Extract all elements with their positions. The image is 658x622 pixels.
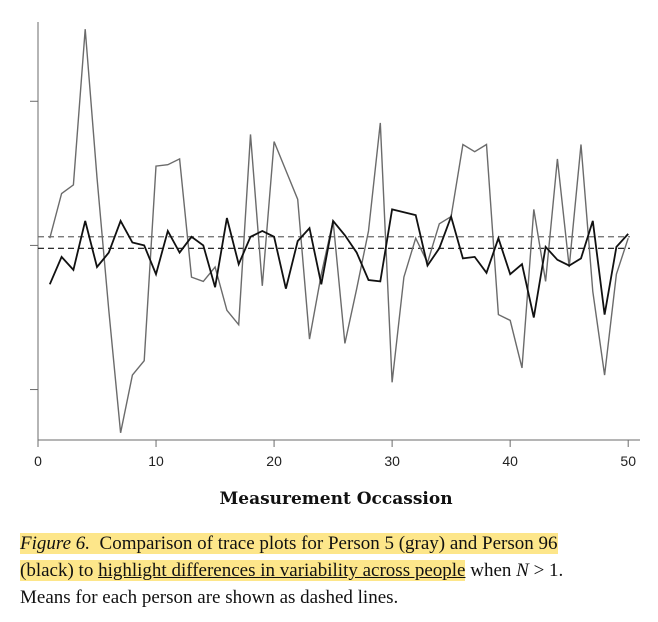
figure-caption: Figure 6. Comparison of trace plots for … (20, 530, 650, 611)
x-axis-title: Measurement Occassion (219, 489, 452, 509)
x-tick-label: 30 (384, 453, 400, 469)
axes (30, 22, 640, 447)
caption-text-c: when (465, 560, 517, 581)
caption-text-d: > 1. (528, 560, 564, 581)
x-tick-label: 10 (148, 453, 164, 469)
caption-underlined-text: highlight differences in variability acr… (98, 560, 466, 581)
caption-text-a: Comparison of trace plots for Person 5 (… (99, 533, 558, 554)
series-lines (48, 29, 629, 433)
figure-label: Figure 6. (20, 533, 91, 554)
caption-text-b: (black) to (20, 560, 99, 581)
caption-n-symbol: N (516, 560, 529, 581)
caption-text-e: Means for each person are shown as dashe… (20, 587, 399, 608)
trace-plot: 0 10 20 30 40 50 Measurement Occassion (30, 22, 640, 509)
caption-highlight-1: Figure 6. Comparison of trace plots for … (20, 533, 558, 554)
x-tick-label: 20 (266, 453, 282, 469)
mean-lines (38, 236, 630, 249)
series-line (49, 29, 629, 433)
x-tick-label: 40 (502, 453, 518, 469)
x-tick-label: 50 (620, 453, 636, 469)
caption-highlight-2: (black) to highlight differences in vari… (20, 560, 466, 581)
series-line (48, 208, 629, 318)
tick-labels: 0 10 20 30 40 50 (34, 453, 636, 469)
x-tick-label: 0 (34, 453, 42, 469)
